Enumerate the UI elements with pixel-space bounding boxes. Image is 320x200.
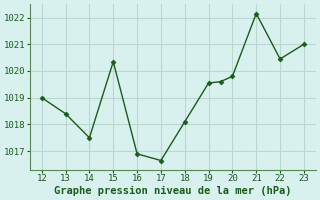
X-axis label: Graphe pression niveau de la mer (hPa): Graphe pression niveau de la mer (hPa) xyxy=(54,186,292,196)
